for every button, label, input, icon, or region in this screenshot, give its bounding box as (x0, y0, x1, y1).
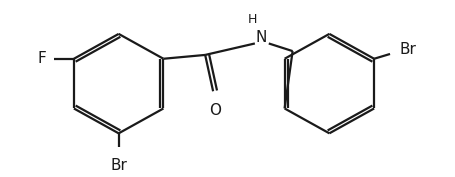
Text: N: N (255, 30, 267, 45)
Text: Br: Br (110, 158, 127, 173)
Text: O: O (209, 103, 221, 118)
Text: F: F (38, 51, 46, 66)
Text: Br: Br (399, 42, 416, 57)
Text: H: H (248, 13, 258, 26)
